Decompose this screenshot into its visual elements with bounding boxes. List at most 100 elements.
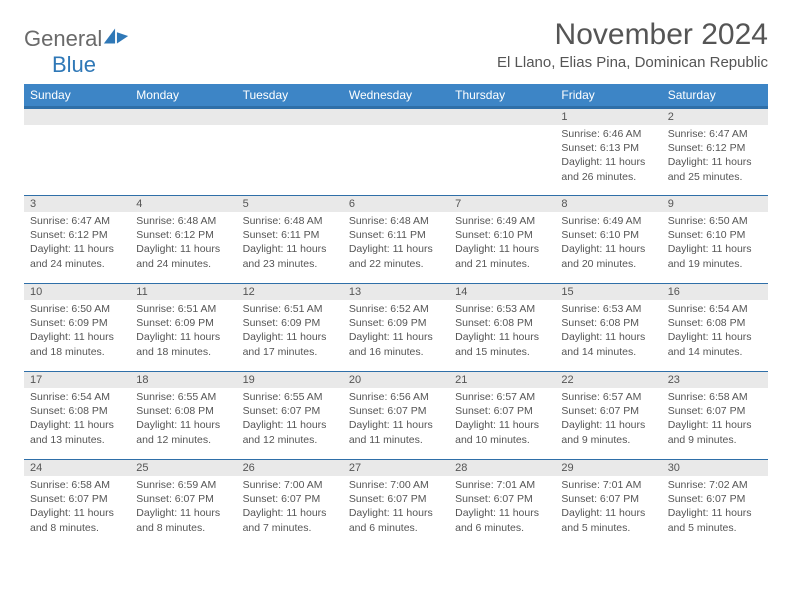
calendar-cell: 12Sunrise: 6:51 AMSunset: 6:09 PMDayligh… bbox=[237, 283, 343, 371]
calendar-cell bbox=[24, 107, 130, 195]
daylight-text: Daylight: 11 hours and 8 minutes. bbox=[30, 506, 124, 534]
sunset-text: Sunset: 6:08 PM bbox=[136, 404, 230, 418]
calendar-cell: 26Sunrise: 7:00 AMSunset: 6:07 PMDayligh… bbox=[237, 459, 343, 547]
daylight-text: Daylight: 11 hours and 21 minutes. bbox=[455, 242, 549, 270]
day-number bbox=[343, 108, 449, 125]
day-number: 28 bbox=[449, 459, 555, 476]
sunrise-text: Sunrise: 7:01 AM bbox=[561, 478, 655, 492]
cell-body: Sunrise: 6:52 AMSunset: 6:09 PMDaylight:… bbox=[343, 300, 449, 361]
calendar-cell: 4Sunrise: 6:48 AMSunset: 6:12 PMDaylight… bbox=[130, 195, 236, 283]
sunset-text: Sunset: 6:07 PM bbox=[668, 404, 762, 418]
cell-body: Sunrise: 6:48 AMSunset: 6:11 PMDaylight:… bbox=[343, 212, 449, 273]
cell-body: Sunrise: 6:58 AMSunset: 6:07 PMDaylight:… bbox=[662, 388, 768, 449]
calendar-week: 1Sunrise: 6:46 AMSunset: 6:13 PMDaylight… bbox=[24, 107, 768, 195]
calendar-cell: 6Sunrise: 6:48 AMSunset: 6:11 PMDaylight… bbox=[343, 195, 449, 283]
sunset-text: Sunset: 6:08 PM bbox=[668, 316, 762, 330]
day-number bbox=[24, 108, 130, 125]
calendar-cell: 23Sunrise: 6:58 AMSunset: 6:07 PMDayligh… bbox=[662, 371, 768, 459]
sunset-text: Sunset: 6:07 PM bbox=[455, 492, 549, 506]
sunrise-text: Sunrise: 6:54 AM bbox=[30, 390, 124, 404]
calendar-cell: 11Sunrise: 6:51 AMSunset: 6:09 PMDayligh… bbox=[130, 283, 236, 371]
day-header: Friday bbox=[555, 84, 661, 107]
sunrise-text: Sunrise: 6:55 AM bbox=[243, 390, 337, 404]
calendar-cell: 9Sunrise: 6:50 AMSunset: 6:10 PMDaylight… bbox=[662, 195, 768, 283]
day-header: Wednesday bbox=[343, 84, 449, 107]
cell-body: Sunrise: 6:46 AMSunset: 6:13 PMDaylight:… bbox=[555, 125, 661, 186]
sunset-text: Sunset: 6:11 PM bbox=[243, 228, 337, 242]
cell-body: Sunrise: 6:49 AMSunset: 6:10 PMDaylight:… bbox=[449, 212, 555, 273]
cell-body: Sunrise: 6:55 AMSunset: 6:07 PMDaylight:… bbox=[237, 388, 343, 449]
calendar-cell bbox=[343, 107, 449, 195]
sunrise-text: Sunrise: 6:54 AM bbox=[668, 302, 762, 316]
sunset-text: Sunset: 6:07 PM bbox=[136, 492, 230, 506]
day-number: 19 bbox=[237, 371, 343, 388]
day-number: 26 bbox=[237, 459, 343, 476]
calendar-cell bbox=[449, 107, 555, 195]
cell-body: Sunrise: 6:54 AMSunset: 6:08 PMDaylight:… bbox=[662, 300, 768, 361]
daylight-text: Daylight: 11 hours and 18 minutes. bbox=[136, 330, 230, 358]
daylight-text: Daylight: 11 hours and 26 minutes. bbox=[561, 155, 655, 183]
cell-body: Sunrise: 6:50 AMSunset: 6:09 PMDaylight:… bbox=[24, 300, 130, 361]
cell-body bbox=[237, 125, 343, 129]
sunrise-text: Sunrise: 6:47 AM bbox=[668, 127, 762, 141]
sunset-text: Sunset: 6:07 PM bbox=[30, 492, 124, 506]
calendar-cell: 24Sunrise: 6:58 AMSunset: 6:07 PMDayligh… bbox=[24, 459, 130, 547]
daylight-text: Daylight: 11 hours and 6 minutes. bbox=[349, 506, 443, 534]
daylight-text: Daylight: 11 hours and 14 minutes. bbox=[668, 330, 762, 358]
day-number: 17 bbox=[24, 371, 130, 388]
sunset-text: Sunset: 6:07 PM bbox=[243, 404, 337, 418]
sunset-text: Sunset: 6:07 PM bbox=[349, 492, 443, 506]
sunrise-text: Sunrise: 6:48 AM bbox=[136, 214, 230, 228]
cell-body: Sunrise: 6:47 AMSunset: 6:12 PMDaylight:… bbox=[24, 212, 130, 273]
calendar-week: 24Sunrise: 6:58 AMSunset: 6:07 PMDayligh… bbox=[24, 459, 768, 547]
day-number: 23 bbox=[662, 371, 768, 388]
sunset-text: Sunset: 6:09 PM bbox=[349, 316, 443, 330]
day-header: Thursday bbox=[449, 84, 555, 107]
day-number: 16 bbox=[662, 283, 768, 300]
daylight-text: Daylight: 11 hours and 23 minutes. bbox=[243, 242, 337, 270]
sunset-text: Sunset: 6:10 PM bbox=[668, 228, 762, 242]
month-title: November 2024 bbox=[497, 18, 768, 52]
day-header: Saturday bbox=[662, 84, 768, 107]
sunrise-text: Sunrise: 7:01 AM bbox=[455, 478, 549, 492]
sunrise-text: Sunrise: 6:58 AM bbox=[668, 390, 762, 404]
sunset-text: Sunset: 6:07 PM bbox=[561, 492, 655, 506]
daylight-text: Daylight: 11 hours and 10 minutes. bbox=[455, 418, 549, 446]
daylight-text: Daylight: 11 hours and 24 minutes. bbox=[136, 242, 230, 270]
day-number: 22 bbox=[555, 371, 661, 388]
calendar-cell: 16Sunrise: 6:54 AMSunset: 6:08 PMDayligh… bbox=[662, 283, 768, 371]
day-number bbox=[237, 108, 343, 125]
daylight-text: Daylight: 11 hours and 12 minutes. bbox=[243, 418, 337, 446]
day-number: 21 bbox=[449, 371, 555, 388]
cell-body: Sunrise: 7:01 AMSunset: 6:07 PMDaylight:… bbox=[449, 476, 555, 537]
daylight-text: Daylight: 11 hours and 19 minutes. bbox=[668, 242, 762, 270]
sunrise-text: Sunrise: 6:58 AM bbox=[30, 478, 124, 492]
calendar-cell bbox=[237, 107, 343, 195]
sunset-text: Sunset: 6:09 PM bbox=[30, 316, 124, 330]
daylight-text: Daylight: 11 hours and 24 minutes. bbox=[30, 242, 124, 270]
sunset-text: Sunset: 6:12 PM bbox=[668, 141, 762, 155]
sunset-text: Sunset: 6:13 PM bbox=[561, 141, 655, 155]
day-number: 25 bbox=[130, 459, 236, 476]
sunset-text: Sunset: 6:08 PM bbox=[561, 316, 655, 330]
cell-body: Sunrise: 7:01 AMSunset: 6:07 PMDaylight:… bbox=[555, 476, 661, 537]
sunrise-text: Sunrise: 6:51 AM bbox=[243, 302, 337, 316]
day-number: 27 bbox=[343, 459, 449, 476]
cell-body: Sunrise: 6:51 AMSunset: 6:09 PMDaylight:… bbox=[130, 300, 236, 361]
sunset-text: Sunset: 6:07 PM bbox=[561, 404, 655, 418]
calendar-cell: 13Sunrise: 6:52 AMSunset: 6:09 PMDayligh… bbox=[343, 283, 449, 371]
calendar-cell: 1Sunrise: 6:46 AMSunset: 6:13 PMDaylight… bbox=[555, 107, 661, 195]
day-number: 10 bbox=[24, 283, 130, 300]
logo-text-block: General Blue bbox=[24, 26, 130, 78]
sunrise-text: Sunrise: 6:53 AM bbox=[455, 302, 549, 316]
cell-body: Sunrise: 7:02 AMSunset: 6:07 PMDaylight:… bbox=[662, 476, 768, 537]
sunrise-text: Sunrise: 6:57 AM bbox=[455, 390, 549, 404]
daylight-text: Daylight: 11 hours and 8 minutes. bbox=[136, 506, 230, 534]
calendar-cell bbox=[130, 107, 236, 195]
day-number bbox=[130, 108, 236, 125]
sunrise-text: Sunrise: 6:50 AM bbox=[668, 214, 762, 228]
day-number: 8 bbox=[555, 195, 661, 212]
cell-body: Sunrise: 7:00 AMSunset: 6:07 PMDaylight:… bbox=[237, 476, 343, 537]
sunset-text: Sunset: 6:07 PM bbox=[455, 404, 549, 418]
day-number: 4 bbox=[130, 195, 236, 212]
